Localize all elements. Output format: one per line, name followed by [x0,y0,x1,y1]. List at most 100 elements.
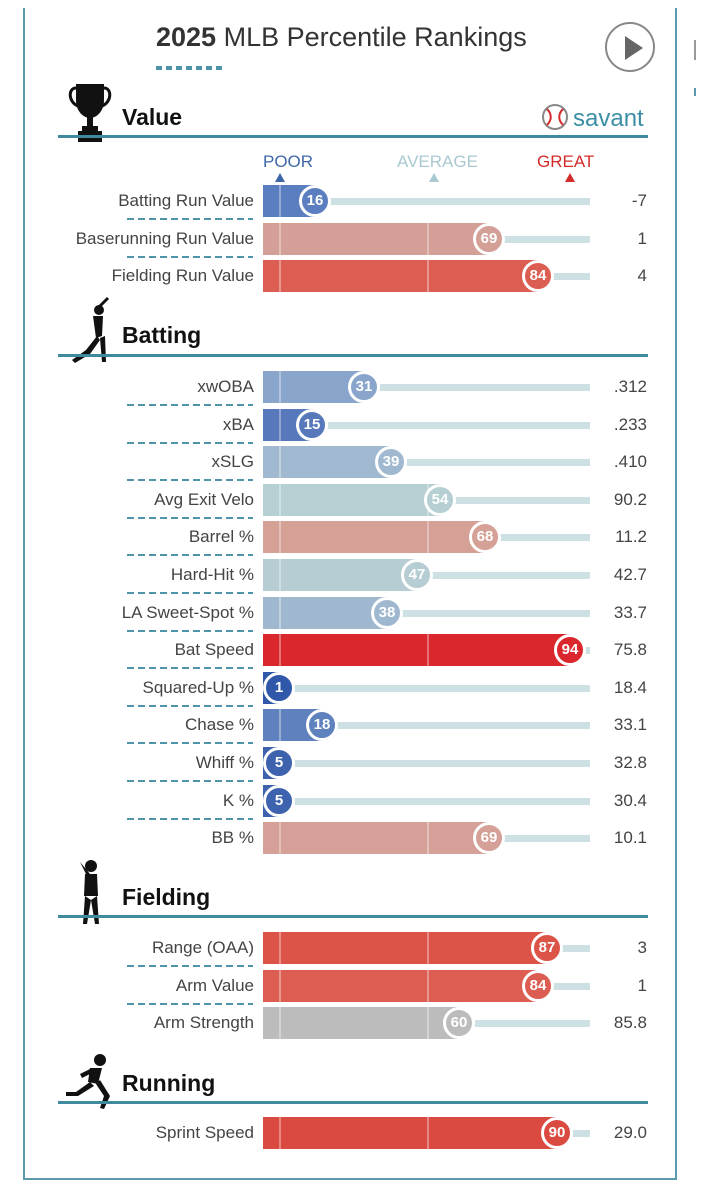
percentile-badge: 38 [371,597,403,629]
scroll-indicator-accent [694,88,696,96]
row-separator [127,404,253,406]
metric-label: K % [222,791,254,810]
metric-label: Barrel % [188,527,254,546]
percentile-badge: 18 [306,709,338,741]
metric-value: 33.7 [613,603,647,622]
metric-label: Range (OAA) [151,938,254,957]
row-separator [127,592,253,594]
bar-tick [279,1117,281,1149]
percentile-badge: 84 [522,260,554,292]
metric-value: 90.2 [613,490,647,509]
section-title-running: Running [122,1070,216,1096]
metric-label: Batting Run Value [118,191,254,210]
metric-label: xBA [222,415,254,434]
metric-value: 42.7 [613,565,647,584]
percentile-bar [263,521,485,553]
percentile-track [263,798,590,805]
row-separator [127,965,253,967]
metric-label: Arm Value [175,976,254,995]
metric-value: -7 [631,191,647,210]
bar-tick [279,709,281,741]
percentile-badge: 84 [522,970,554,1002]
page-title: 2025 MLB Percentile Rankings [156,22,527,53]
bar-tick [427,932,429,964]
metric-label: BB % [211,828,254,847]
metric-value: 10.1 [613,828,647,847]
axis-marker-poor [275,173,285,182]
metric-value: 75.8 [613,640,647,659]
percentile-badge: 90 [541,1117,573,1149]
bar-tick [279,371,281,403]
savant-logo: savant [541,103,644,138]
percentile-bar [263,223,489,255]
percentile-track [263,422,590,429]
fielder-icon [80,860,99,924]
axis-label-great: GREAT [537,152,595,171]
section-title-value: Value [122,104,183,130]
play-icon[interactable] [605,22,655,72]
bar-tick [279,559,281,591]
percentile-badge: 69 [473,822,505,854]
metric-value: 11.2 [615,527,647,546]
row-separator [127,517,253,519]
percentile-badge: 69 [473,223,505,255]
percentile-track [263,610,590,617]
bar-tick [279,1007,281,1039]
percentile-bar [263,260,538,292]
chart-frame [23,8,677,1180]
percentile-badge: 68 [469,521,501,553]
percentile-badge: 5 [263,785,295,817]
metric-label: Avg Exit Velo [154,490,254,509]
metric-value: .312 [613,377,647,396]
section-title-fielding: Fielding [122,884,211,910]
title-underline [156,66,222,70]
axis-label-poor: POOR [263,152,314,171]
metric-label: Arm Strength [153,1013,254,1032]
row-separator [127,667,253,669]
metric-value: .233 [613,415,647,434]
metric-label: Chase % [185,715,254,734]
percentile-track [263,760,590,767]
title-year: 2025 [156,22,217,52]
section-title-batting: Batting [122,322,202,348]
metric-value: 3 [637,938,647,957]
bar-tick [279,446,281,478]
row-separator [127,442,253,444]
bar-tick [279,634,281,666]
row-separator [127,1003,253,1005]
percentile-track [263,722,590,729]
row-separator [127,256,253,258]
row-separator [127,554,253,556]
metric-value: 33.1 [613,715,647,734]
axis-label-average: AVERAGE [397,152,478,171]
metric-label: Sprint Speed [155,1123,254,1142]
metric-label: xwOBA [197,377,254,396]
metric-value: 30.4 [613,791,647,810]
percentile-track [263,198,590,205]
percentile-badge: 94 [554,634,586,666]
percentile-track [263,685,590,692]
scroll-indicator [694,40,696,60]
percentile-badge: 54 [424,484,456,516]
metric-label: Squared-Up % [142,678,254,697]
bar-tick [279,260,281,292]
percentile-badge: 31 [348,371,380,403]
metric-value: 32.8 [613,753,647,772]
metric-label: Baserunning Run Value [75,229,254,248]
bar-tick [279,484,281,516]
percentile-bar [263,597,387,629]
bar-tick [279,932,281,964]
row-separator [127,705,253,707]
row-separator [127,780,253,782]
percentile-bar [263,446,391,478]
section-divider [58,1101,648,1104]
percentile-track [263,384,590,391]
metric-value: 4 [637,266,647,285]
axis-marker-average [429,173,439,182]
section-divider [58,915,648,918]
row-separator [127,479,253,481]
percentile-bar [263,1117,557,1149]
bar-tick [427,260,429,292]
bar-tick [427,1117,429,1149]
percentile-badge: 60 [443,1007,475,1039]
